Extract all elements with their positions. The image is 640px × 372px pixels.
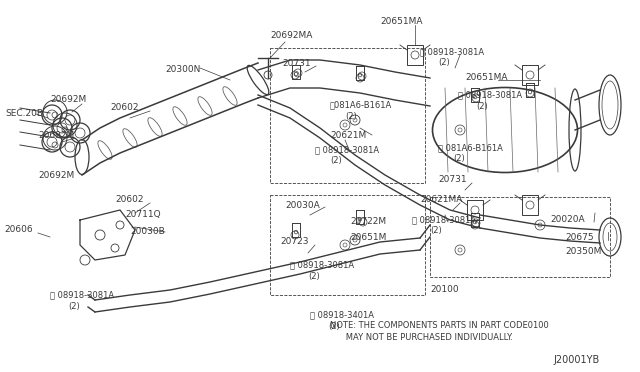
- Text: NOTE: THE COMPONENTS PARTS IN PART CODE0100: NOTE: THE COMPONENTS PARTS IN PART CODE0…: [330, 321, 548, 330]
- Text: (2): (2): [330, 155, 342, 164]
- Text: Ⓝ 08918-3081A: Ⓝ 08918-3081A: [290, 260, 354, 269]
- Text: 20300N: 20300N: [165, 65, 200, 74]
- Bar: [522, 195, 538, 215]
- Text: 20030A: 20030A: [285, 201, 320, 209]
- Text: 20711Q: 20711Q: [125, 211, 161, 219]
- Text: Ⓝ 08918-3081A: Ⓝ 08918-3081A: [412, 215, 476, 224]
- Text: 20100: 20100: [430, 285, 459, 295]
- Text: Ⓝ 08918-3081A: Ⓝ 08918-3081A: [315, 145, 379, 154]
- Text: (2): (2): [438, 58, 450, 67]
- Text: Ⓝ 08918-3081A: Ⓝ 08918-3081A: [420, 48, 484, 57]
- Text: 20621MA: 20621MA: [420, 196, 462, 205]
- Text: J20001YB: J20001YB: [554, 355, 600, 365]
- Text: (2): (2): [68, 301, 80, 311]
- Text: Ⓝ 08918-3401A: Ⓝ 08918-3401A: [310, 311, 374, 320]
- Text: (2): (2): [476, 102, 488, 110]
- Text: 20731: 20731: [438, 176, 467, 185]
- Text: 20651M: 20651M: [350, 232, 387, 241]
- Bar: [467, 200, 483, 220]
- Text: 20723: 20723: [280, 237, 308, 247]
- Bar: [407, 45, 423, 65]
- Text: Ⓑ081A6-B161A: Ⓑ081A6-B161A: [330, 100, 392, 109]
- Text: Ⓝ 08918-3081A: Ⓝ 08918-3081A: [50, 291, 114, 299]
- Text: (2): (2): [453, 154, 465, 164]
- Bar: [430, 197, 610, 277]
- Text: 20651MA: 20651MA: [380, 17, 422, 26]
- Text: (2): (2): [308, 272, 320, 280]
- Text: 20020A: 20020A: [550, 215, 584, 224]
- Text: (2): (2): [430, 227, 442, 235]
- Text: 20602: 20602: [110, 103, 138, 112]
- Text: 20675: 20675: [565, 234, 594, 243]
- Text: (2): (2): [345, 112, 356, 121]
- Text: 20722M: 20722M: [350, 218, 386, 227]
- Text: SEC.20B: SEC.20B: [5, 109, 43, 119]
- Text: Ⓝ 08918-3081A: Ⓝ 08918-3081A: [458, 90, 522, 99]
- Text: Ⓑ 081A6-B161A: Ⓑ 081A6-B161A: [438, 144, 503, 153]
- Text: 20692MA: 20692MA: [270, 32, 312, 41]
- Text: 20350M: 20350M: [565, 247, 602, 257]
- Text: 20731: 20731: [282, 58, 310, 67]
- Bar: [522, 65, 538, 85]
- Text: 20602: 20602: [115, 196, 143, 205]
- Text: 20692M: 20692M: [50, 96, 86, 105]
- Text: 20692M: 20692M: [38, 131, 74, 140]
- Text: 20030B: 20030B: [130, 228, 164, 237]
- Text: 20692M: 20692M: [38, 170, 74, 180]
- Text: 20651MA: 20651MA: [465, 74, 508, 83]
- Text: 20606: 20606: [4, 225, 33, 234]
- Bar: [270, 195, 425, 295]
- Bar: [270, 48, 425, 183]
- Text: MAY NOT BE PURCHASED INDIVIDUALLY.: MAY NOT BE PURCHASED INDIVIDUALLY.: [330, 334, 513, 343]
- Text: 20621M: 20621M: [330, 131, 366, 140]
- Text: (2): (2): [328, 321, 340, 330]
